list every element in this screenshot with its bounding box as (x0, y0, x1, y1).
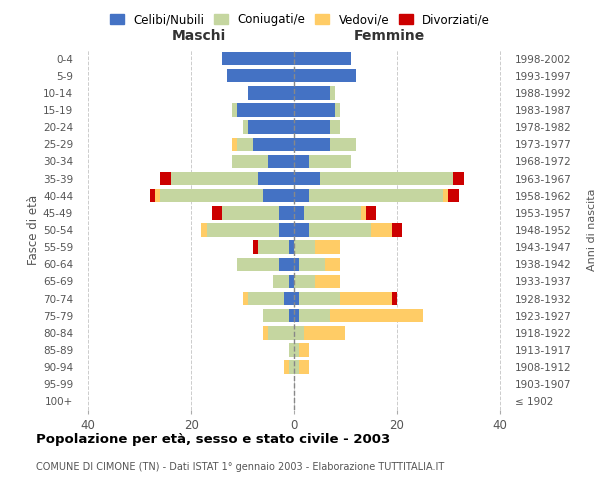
Legend: Celibi/Nubili, Coniugati/e, Vedovi/e, Divorziati/e: Celibi/Nubili, Coniugati/e, Vedovi/e, Di… (105, 8, 495, 31)
Bar (335, 104, 340, 117)
Bar (289, 344, 294, 356)
Bar (340, 292, 392, 306)
Bar (299, 258, 325, 271)
Bar (284, 292, 294, 306)
Y-axis label: Fasce di età: Fasce di età (27, 195, 40, 265)
Bar (155, 189, 160, 202)
Text: Maschi: Maschi (172, 29, 226, 43)
Bar (294, 138, 330, 151)
Bar (448, 189, 458, 202)
Bar (150, 189, 155, 202)
Bar (227, 69, 294, 82)
Bar (278, 258, 294, 271)
Bar (330, 120, 340, 134)
Bar (294, 240, 314, 254)
Bar (294, 104, 335, 117)
Bar (232, 104, 238, 117)
Bar (289, 240, 294, 254)
Bar (202, 224, 206, 236)
Bar (392, 224, 402, 236)
Bar (294, 52, 350, 66)
Bar (289, 274, 294, 288)
Bar (278, 224, 294, 236)
Bar (294, 309, 299, 322)
Bar (248, 86, 294, 100)
Bar (294, 69, 356, 82)
Bar (268, 326, 294, 340)
Bar (248, 120, 294, 134)
Bar (294, 360, 299, 374)
Bar (392, 292, 397, 306)
Bar (310, 189, 443, 202)
Bar (258, 172, 294, 186)
Bar (253, 240, 258, 254)
Bar (160, 189, 263, 202)
Bar (263, 326, 268, 340)
Text: Popolazione per età, sesso e stato civile - 2003: Popolazione per età, sesso e stato civil… (36, 432, 390, 446)
Bar (222, 52, 294, 66)
Bar (361, 206, 366, 220)
Bar (325, 258, 340, 271)
Bar (160, 172, 170, 186)
Text: Femmine: Femmine (353, 29, 425, 43)
Bar (238, 138, 253, 151)
Bar (268, 154, 294, 168)
Bar (294, 120, 330, 134)
Bar (294, 258, 299, 271)
Bar (222, 206, 278, 220)
Bar (330, 86, 335, 100)
Bar (299, 344, 310, 356)
Bar (454, 172, 464, 186)
Bar (314, 240, 340, 254)
Bar (289, 309, 294, 322)
Bar (294, 224, 310, 236)
Bar (304, 206, 361, 220)
Bar (242, 292, 248, 306)
Bar (304, 326, 346, 340)
Bar (278, 206, 294, 220)
Bar (253, 138, 294, 151)
Bar (366, 206, 376, 220)
Bar (314, 274, 340, 288)
Bar (371, 224, 392, 236)
Bar (310, 154, 350, 168)
Bar (294, 86, 330, 100)
Bar (299, 360, 310, 374)
Bar (294, 326, 304, 340)
Bar (263, 189, 294, 202)
Bar (299, 292, 340, 306)
Bar (443, 189, 448, 202)
Bar (294, 274, 314, 288)
Bar (294, 206, 304, 220)
Bar (232, 154, 268, 168)
Bar (206, 224, 278, 236)
Bar (294, 292, 299, 306)
Bar (294, 344, 299, 356)
Bar (248, 292, 284, 306)
Bar (320, 172, 454, 186)
Bar (242, 120, 248, 134)
Bar (274, 274, 289, 288)
Bar (299, 309, 330, 322)
Bar (310, 224, 371, 236)
Bar (170, 172, 258, 186)
Bar (330, 138, 356, 151)
Bar (263, 309, 289, 322)
Bar (294, 154, 310, 168)
Text: Anni di nascita: Anni di nascita (587, 188, 597, 271)
Bar (212, 206, 222, 220)
Bar (289, 360, 294, 374)
Bar (284, 360, 289, 374)
Bar (294, 172, 320, 186)
Bar (258, 240, 289, 254)
Bar (294, 189, 310, 202)
Text: COMUNE DI CIMONE (TN) - Dati ISTAT 1° gennaio 2003 - Elaborazione TUTTITALIA.IT: COMUNE DI CIMONE (TN) - Dati ISTAT 1° ge… (36, 462, 444, 472)
Bar (232, 138, 238, 151)
Bar (238, 104, 294, 117)
Bar (330, 309, 422, 322)
Bar (238, 258, 278, 271)
